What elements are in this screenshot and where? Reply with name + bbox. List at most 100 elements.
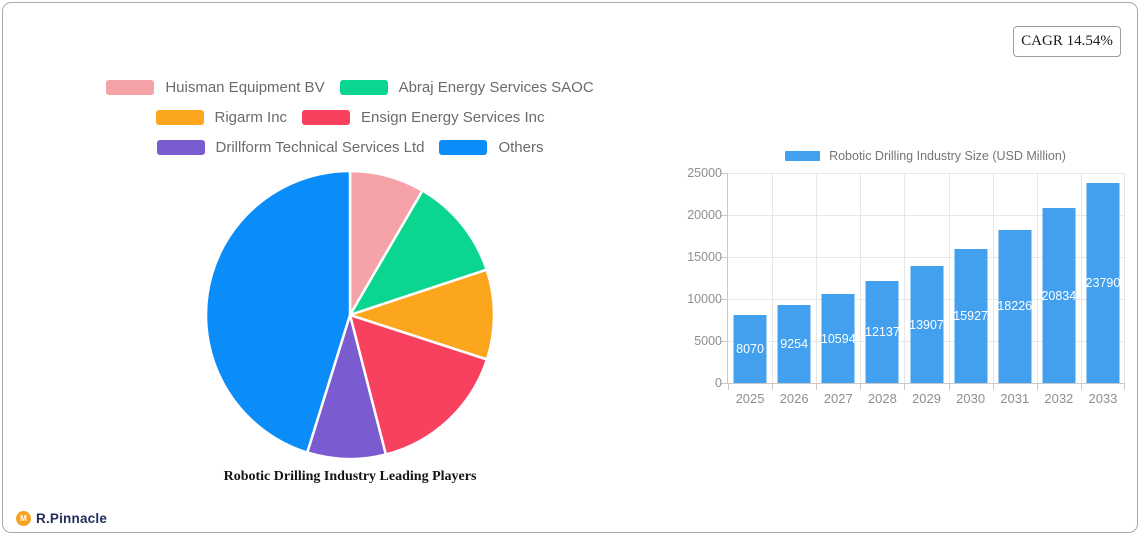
pie-legend-label: Abraj Energy Services SAOC: [398, 79, 594, 96]
brand-logo: M R.Pinnacle: [16, 511, 107, 526]
pie-chart-title: Robotic Drilling Industry Leading Player…: [223, 469, 477, 484]
x-axis-label: 2032: [1044, 391, 1074, 406]
bar-value-label: 9254: [780, 337, 809, 352]
x-axis-tick: [1124, 384, 1125, 390]
pie-legend: Huisman Equipment BV Abraj Energy Service…: [21, 79, 679, 156]
x-axis-tick: [904, 384, 906, 390]
x-axis-label: 2030: [956, 391, 986, 406]
bar-2026[interactable]: 9254: [777, 305, 811, 383]
brand-circle-m-icon: M: [16, 511, 31, 526]
pie-legend-item[interactable]: Abraj Energy Services SAOC: [339, 79, 594, 96]
pie-legend-swatch: [106, 80, 155, 95]
pie-legend-row: Huisman Equipment BV Abraj Energy Service…: [21, 79, 679, 96]
y-gridline: [728, 215, 1125, 216]
bar-legend-item[interactable]: Robotic Drilling Industry Size (USD Mill…: [727, 149, 1124, 163]
y-axis-label: 5000: [694, 334, 722, 348]
bar-value-label: 10594: [820, 331, 856, 346]
x-gridline: [948, 173, 950, 383]
cagr-badge: CAGR 14.54%: [1013, 26, 1121, 57]
pie-legend-swatch: [439, 140, 488, 155]
bar-2031[interactable]: 18226: [997, 229, 1033, 383]
pie-legend-row: Drillform Technical Services Ltd Others: [21, 139, 679, 156]
bar-value-label: 20834: [1041, 288, 1077, 303]
pie-legend-item[interactable]: Others: [439, 139, 543, 156]
bar-value-label: 13907: [909, 317, 944, 332]
brand-name: R.Pinnacle: [36, 511, 108, 526]
bar-2029[interactable]: 13907: [909, 266, 944, 383]
y-axis-tick: [721, 215, 727, 216]
pie-legend-row: Rigarm Inc Ensign Energy Services Inc: [21, 109, 679, 126]
pie-legend-label: Rigarm Inc: [214, 109, 288, 126]
bar-legend-swatch: [785, 151, 821, 161]
pie-legend-item[interactable]: Drillform Technical Services Ltd: [156, 139, 425, 156]
pie-slice[interactable]: [348, 189, 488, 317]
bar-value-label: 23790: [1085, 276, 1121, 291]
pie-slice[interactable]: [348, 313, 489, 456]
pie-legend-label: Drillform Technical Services Ltd: [215, 139, 425, 156]
x-axis-tick: [728, 384, 729, 390]
x-gridline: [1036, 173, 1038, 383]
pie-legend-item[interactable]: Ensign Energy Services Inc: [302, 109, 544, 126]
bar-2028[interactable]: 12137: [864, 281, 900, 383]
pie-legend-item[interactable]: Rigarm Inc: [155, 109, 288, 126]
x-gridline: [904, 173, 906, 383]
pie-legend-swatch: [339, 80, 388, 95]
pie-legend-swatch: [155, 110, 204, 125]
x-axis-label: 2025: [735, 391, 765, 406]
x-axis-tick: [816, 384, 818, 390]
x-gridline: [1080, 173, 1082, 383]
y-axis-tick: [721, 383, 727, 384]
bar-2030[interactable]: 15927: [953, 249, 988, 383]
bar-value-label: 8070: [736, 342, 764, 357]
pie-legend-label: Ensign Energy Services Inc: [361, 109, 545, 126]
pie-chart: [204, 169, 496, 461]
x-axis-label: 2029: [912, 391, 941, 406]
y-axis-label: 0: [715, 376, 722, 390]
pie-legend-swatch: [302, 110, 351, 125]
x-axis-label: 2026: [779, 391, 809, 406]
pie-slice[interactable]: [348, 268, 496, 361]
pie-legend-label: Huisman Equipment BV: [165, 79, 325, 96]
x-axis-tick: [860, 384, 862, 390]
x-axis-tick: [772, 384, 774, 390]
bar-2032[interactable]: 20834: [1041, 208, 1077, 383]
x-gridline: [816, 173, 818, 383]
pie-slice[interactable]: [204, 169, 352, 454]
cagr-badge-label: CAGR 14.54%: [1021, 33, 1113, 49]
y-axis-tick: [721, 257, 727, 258]
y-axis-label: 25000: [687, 166, 722, 180]
bar-2033[interactable]: 23790: [1085, 183, 1121, 383]
x-axis-label: 2031: [1000, 391, 1030, 406]
bar-2027[interactable]: 10594: [820, 294, 856, 383]
x-axis-tick: [992, 384, 994, 390]
x-axis-tick: [1080, 384, 1082, 390]
x-axis-label: 2028: [867, 391, 897, 406]
pie-legend-label: Others: [498, 139, 544, 156]
y-axis-label: 15000: [687, 250, 722, 264]
bar-chart: Robotic Drilling Industry Size (USD Mill…: [663, 143, 1135, 423]
y-axis-tick: [721, 173, 727, 174]
x-gridline: [860, 173, 862, 383]
bar-legend-label: Robotic Drilling Industry Size (USD Mill…: [829, 149, 1066, 163]
y-axis-label: 10000: [687, 292, 722, 306]
bar-value-label: 12137: [864, 325, 900, 339]
x-axis-label: 2033: [1088, 391, 1118, 406]
x-axis-tick: [948, 384, 950, 390]
y-axis-tick: [721, 299, 727, 300]
y-gridline: [728, 257, 1125, 258]
y-axis-tick: [721, 341, 727, 342]
x-gridline: [992, 173, 994, 383]
x-axis-label: 2027: [823, 391, 853, 406]
x-gridline: [1124, 173, 1125, 383]
x-axis-tick: [1036, 384, 1038, 390]
pie-legend-swatch: [156, 140, 205, 155]
bar-plot-area: 0 5000 10000 15000 20000 25000 8070 2025 9254 202…: [687, 166, 1125, 406]
bar-2025[interactable]: 8070: [733, 315, 767, 383]
y-gridline: [728, 173, 1125, 174]
x-gridline: [772, 173, 774, 383]
pie-legend-item[interactable]: Huisman Equipment BV: [106, 79, 325, 96]
bar-value-label: 18226: [997, 299, 1033, 314]
bar-value-label: 15927: [953, 309, 988, 324]
y-axis-label: 20000: [687, 208, 722, 222]
